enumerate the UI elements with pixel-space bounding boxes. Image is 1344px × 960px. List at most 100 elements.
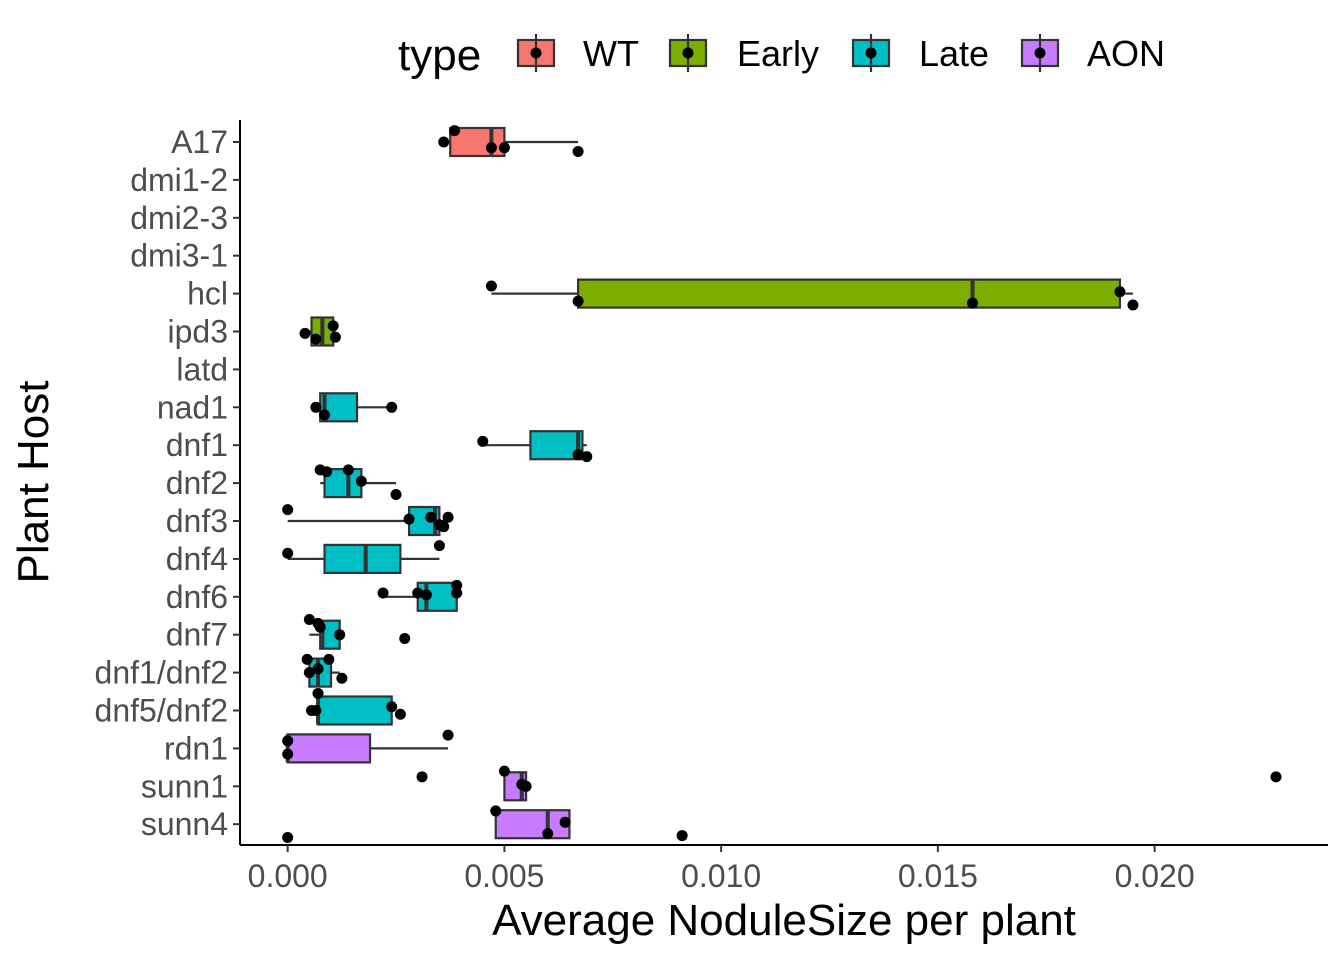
legend-key-point <box>1034 47 1046 59</box>
y-axis-title: Plant Host <box>9 381 58 584</box>
box-hcl <box>485 278 1139 311</box>
y-tick-label: dnf6 <box>166 579 228 615</box>
legend-label: Early <box>737 33 819 74</box>
legend-label: WT <box>583 33 639 74</box>
data-point <box>967 297 979 309</box>
y-tick-label: dnf4 <box>166 541 228 577</box>
data-point <box>520 780 532 792</box>
data-point <box>416 771 428 783</box>
x-tick-label: 0.015 <box>898 858 978 894</box>
legend-label: Late <box>919 33 989 74</box>
data-point <box>282 748 294 760</box>
data-point <box>282 735 294 747</box>
y-tick-label: dmi1-2 <box>130 162 228 198</box>
data-point <box>420 589 432 601</box>
data-point <box>386 701 398 713</box>
data-point <box>485 280 497 292</box>
data-point <box>334 629 346 641</box>
legend-entry-wt: WT <box>516 33 639 74</box>
data-point <box>390 488 402 500</box>
data-point <box>559 816 571 828</box>
y-tick-label: dmi3-1 <box>130 238 228 274</box>
data-point <box>477 435 489 447</box>
y-tick-label: dnf3 <box>166 503 228 539</box>
data-point <box>355 475 367 487</box>
y-tick-label: sunn4 <box>141 806 228 842</box>
box-dnf5-dnf2 <box>306 687 406 726</box>
data-point <box>282 504 294 516</box>
data-point <box>433 540 445 552</box>
box-dnf6 <box>377 579 463 612</box>
data-point <box>403 513 415 525</box>
data-point <box>303 614 315 626</box>
x-tick-label: 0.020 <box>1115 858 1195 894</box>
x-axis-title: Average NoduleSize per plant <box>492 896 1076 945</box>
data-point <box>377 587 389 599</box>
y-tick-label: hcl <box>187 276 228 312</box>
data-point <box>449 125 461 137</box>
data-point <box>394 708 406 720</box>
box-sunn1 <box>416 765 1282 802</box>
data-point <box>336 672 348 684</box>
data-point <box>342 464 354 476</box>
box-rect <box>286 733 372 764</box>
x-tick-label: 0.005 <box>464 858 544 894</box>
data-point <box>310 401 322 413</box>
x-ticks: 0.000 0.005 0.010 0.015 0.020 <box>248 845 1195 894</box>
data-point <box>498 142 510 154</box>
data-point <box>327 320 339 332</box>
box-rect <box>323 543 402 575</box>
data-point <box>299 327 311 339</box>
data-point <box>451 579 463 591</box>
data-point <box>1114 286 1126 298</box>
data-point <box>282 831 294 843</box>
y-tick-label: dnf1/dnf2 <box>95 655 228 691</box>
box-rect <box>577 278 1122 309</box>
data-point <box>1270 771 1282 783</box>
y-tick-label: dmi2-3 <box>130 200 228 236</box>
legend-key-point <box>530 47 542 59</box>
box-sunn4 <box>282 805 688 843</box>
x-tick-label: 0.000 <box>248 858 328 894</box>
legend-entry-early: Early <box>668 33 819 74</box>
data-point <box>572 449 584 461</box>
plot-area <box>282 125 1282 843</box>
data-point <box>399 632 411 644</box>
box-dnf1 <box>477 430 593 463</box>
y-tick-label: dnf1 <box>166 427 228 463</box>
y-tick-label: dnf5/dnf2 <box>95 693 228 729</box>
data-point <box>498 765 510 777</box>
box-dnf1-dnf2 <box>301 653 348 688</box>
data-point <box>572 295 584 307</box>
box-a17 <box>438 125 584 158</box>
box-ipd3 <box>299 316 341 347</box>
data-point <box>312 663 324 675</box>
data-point <box>323 653 335 665</box>
data-point <box>425 511 437 523</box>
data-point <box>310 705 322 716</box>
data-point <box>442 729 454 741</box>
data-point <box>321 466 333 478</box>
box-dnf2 <box>314 464 402 500</box>
legend-entry-aon: AON <box>1020 33 1165 74</box>
y-tick-label: dnf2 <box>166 465 228 501</box>
data-point <box>676 830 688 842</box>
box-dnf3 <box>282 504 454 537</box>
data-point <box>303 667 315 679</box>
y-tick-label: rdn1 <box>164 730 228 766</box>
data-point <box>451 587 463 599</box>
data-point <box>1127 299 1139 311</box>
data-point <box>442 511 454 523</box>
y-tick-label: latd <box>176 351 228 387</box>
y-tick-label: nad1 <box>157 389 228 425</box>
data-point <box>386 401 398 413</box>
data-point <box>581 451 593 463</box>
data-point <box>329 331 341 343</box>
y-tick-label: ipd3 <box>168 314 229 350</box>
data-point <box>485 142 497 154</box>
box-rdn1 <box>282 729 454 764</box>
legend-key-point <box>865 47 877 59</box>
y-tick-label: dnf7 <box>166 617 228 653</box>
data-point <box>319 409 331 421</box>
